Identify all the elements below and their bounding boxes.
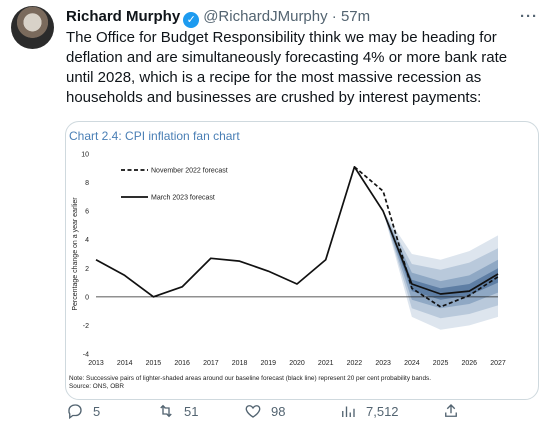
- y-tick-label: 2: [85, 266, 89, 273]
- views-button[interactable]: 7,512: [339, 402, 399, 420]
- separator-dot: ·: [331, 8, 337, 25]
- reply-icon: [68, 404, 82, 420]
- chart-source-text: Source: ONS, OBR: [69, 383, 125, 390]
- tweet-media-chart[interactable]: Chart 2.4: CPI inflation fan chart -4 -2 0…: [65, 121, 539, 400]
- reply-button[interactable]: 5: [66, 402, 100, 420]
- retweet-count: 51: [184, 403, 199, 419]
- legend-label-march-2023: March 2023 forecast: [151, 195, 215, 202]
- like-button[interactable]: 98: [244, 402, 285, 420]
- share-icon: [445, 404, 457, 417]
- y-tick-label: 6: [85, 209, 89, 216]
- tweet-actions: 5 51 98 7,512: [60, 400, 540, 424]
- tweet-header: Richard Murphy ✓ @RichardJMurphy · 57m ···: [66, 7, 538, 28]
- y-tick-label: 4: [85, 237, 89, 244]
- y-tick-label: -2: [83, 323, 89, 330]
- author-handle[interactable]: @RichardJMurphy: [203, 8, 328, 25]
- x-tick-label: 2026: [461, 360, 477, 367]
- y-tick-label: 0: [85, 294, 89, 301]
- tweet-text: The Office for Budget Responsibility thi…: [66, 29, 508, 106]
- y-tick-label: 10: [81, 152, 89, 159]
- avatar[interactable]: [11, 6, 54, 49]
- share-button[interactable]: [442, 402, 460, 420]
- y-tick-label: 8: [85, 180, 89, 187]
- x-tick-label: 2024: [404, 360, 420, 367]
- x-tick-label: 2019: [260, 360, 276, 367]
- retweet-icon: [160, 404, 172, 418]
- series-march-2023-forecast: [95, 166, 499, 298]
- x-tick-label: 2021: [318, 360, 334, 367]
- series-november-2022-forecast: [353, 166, 499, 308]
- like-count: 98: [271, 403, 286, 419]
- heart-icon: [245, 405, 261, 418]
- x-tick-label: 2025: [433, 360, 449, 367]
- x-tick-label: 2022: [347, 360, 363, 367]
- x-tick-label: 2016: [174, 360, 190, 367]
- x-tick-label: 2014: [117, 360, 133, 367]
- views-bar-chart-icon: [342, 406, 355, 417]
- chart-note-text: Note: Successive pairs of lighter-shaded…: [69, 375, 431, 382]
- chart-title: Chart 2.4: CPI inflation fan chart: [69, 129, 240, 143]
- retweet-button[interactable]: 51: [157, 402, 198, 420]
- x-tick-label: 2015: [146, 360, 162, 367]
- x-tick-label: 2020: [289, 360, 305, 367]
- x-tick-label: 2017: [203, 360, 219, 367]
- more-options-icon[interactable]: ···: [520, 8, 538, 25]
- verified-badge-icon: ✓: [183, 12, 200, 28]
- y-tick-label: -4: [83, 352, 89, 359]
- cpi-fan-chart: -4 -2 0 2 4 6 8 10 2013 2014 2015 2016 2017 2018 2019 2…: [72, 152, 506, 368]
- x-tick-label: 2018: [232, 360, 248, 367]
- x-tick-label: 2023: [375, 360, 391, 367]
- x-tick-label: 2027: [490, 360, 506, 367]
- y-axis-label: Percentage change on a year earlier: [72, 197, 79, 311]
- views-count: 7,512: [366, 403, 399, 419]
- legend-label-november-2022: November 2022 forecast: [151, 168, 228, 175]
- tweet-time[interactable]: 57m: [340, 8, 371, 25]
- reply-count: 5: [93, 403, 101, 419]
- x-tick-label: 2013: [88, 360, 104, 367]
- chart-note: Note: Successive pairs of lighter-shaded…: [69, 375, 535, 391]
- author-name[interactable]: Richard Murphy: [66, 8, 181, 25]
